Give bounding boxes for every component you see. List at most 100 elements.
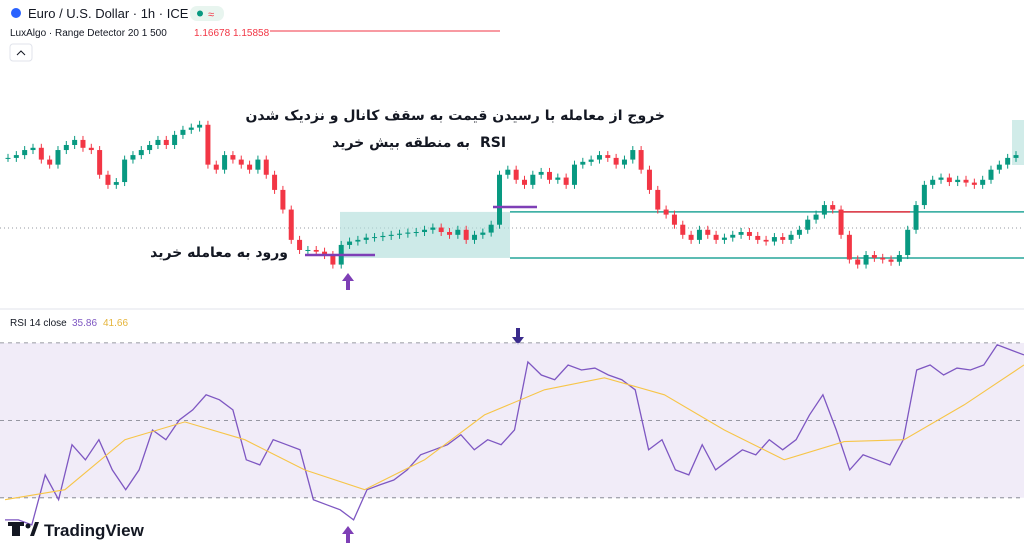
candle-body xyxy=(663,209,669,215)
candle-body xyxy=(405,232,411,234)
chevron xyxy=(16,50,26,56)
candle-body xyxy=(413,232,419,234)
candle-body xyxy=(730,234,736,238)
candle-body xyxy=(755,235,761,240)
candle-body xyxy=(355,239,361,242)
candle-body xyxy=(272,174,278,190)
candle-body xyxy=(646,169,652,190)
candle-body xyxy=(813,214,819,220)
candle-body xyxy=(980,179,986,185)
status-dot xyxy=(197,10,203,17)
candle-body xyxy=(596,155,602,160)
rsi-pane xyxy=(0,342,1024,526)
price-pane xyxy=(5,120,1024,269)
candle-body xyxy=(821,205,827,215)
candle-body xyxy=(13,155,19,158)
status-badge xyxy=(190,6,224,21)
symbol-title: Euro / U.S. Dollar · 1h · ICE xyxy=(28,6,189,21)
range-box xyxy=(1012,120,1024,165)
candle-body xyxy=(122,159,128,183)
candle-body xyxy=(97,150,103,175)
candle-body xyxy=(746,232,752,236)
candle-body xyxy=(988,169,994,180)
candle-body xyxy=(538,171,544,175)
candle-body xyxy=(30,147,36,151)
candle-body xyxy=(222,155,228,170)
brand-name: TradingView xyxy=(44,521,145,540)
candle-body xyxy=(855,259,861,265)
annotation: خروج از معامله با رسیدن قیمت به سقف کانا… xyxy=(245,108,665,124)
candle-body xyxy=(438,227,444,233)
candle-body xyxy=(422,229,428,233)
candle-body xyxy=(255,159,261,170)
down-arrow xyxy=(512,328,524,345)
symbol-icon xyxy=(11,8,21,18)
candle-body xyxy=(22,150,28,156)
candle-body xyxy=(263,159,269,175)
candle-body xyxy=(322,251,328,256)
candle-body xyxy=(72,139,78,145)
candle-body xyxy=(238,159,244,165)
candle-body xyxy=(447,232,453,235)
candle-body xyxy=(621,159,627,165)
candle-body xyxy=(388,234,394,236)
candle-body xyxy=(838,209,844,235)
logo xyxy=(12,522,20,536)
candle-body xyxy=(230,155,236,160)
candle-body xyxy=(88,147,94,151)
candle-body xyxy=(155,139,161,145)
candle-body xyxy=(455,229,461,235)
candle-body xyxy=(280,189,286,210)
candle-body xyxy=(380,235,386,238)
candle-body xyxy=(963,179,969,183)
annotation: ورود به معامله خرید xyxy=(150,245,288,261)
candle-body xyxy=(163,139,169,145)
candle-body xyxy=(38,147,44,160)
candle-body xyxy=(472,234,478,240)
candle-body xyxy=(705,229,711,235)
candle-body xyxy=(680,224,686,235)
candle-body xyxy=(130,155,136,160)
candle-body xyxy=(688,234,694,240)
candle-body xyxy=(613,157,619,165)
candle-body xyxy=(80,139,86,148)
up-arrow xyxy=(342,526,354,543)
candle-body xyxy=(946,177,952,183)
candle-body xyxy=(1013,155,1019,158)
candle-body xyxy=(696,229,702,240)
collapse-button[interactable] xyxy=(9,43,33,62)
candle-body xyxy=(47,159,53,165)
candle-body xyxy=(738,232,744,235)
candle-body xyxy=(530,174,536,185)
candle-body xyxy=(905,229,911,256)
candle-body xyxy=(563,177,569,185)
candle-body xyxy=(313,249,319,252)
candle-body xyxy=(138,150,144,156)
candle-body xyxy=(571,164,577,185)
candle-body xyxy=(580,161,586,165)
candle-body xyxy=(505,169,511,175)
candle-body xyxy=(363,237,369,240)
candle-body xyxy=(671,214,677,225)
candle-body xyxy=(713,234,719,240)
candle-body xyxy=(546,171,552,180)
candle-body xyxy=(297,239,303,250)
candle-body xyxy=(913,205,919,230)
candle-body xyxy=(497,174,503,225)
candle-body xyxy=(638,150,644,170)
candle-body xyxy=(347,241,353,245)
indicator-value: 1.15858 xyxy=(233,28,270,39)
candle-body xyxy=(871,255,877,258)
candle-body xyxy=(846,234,852,260)
candle-body xyxy=(488,224,494,233)
candle-body xyxy=(805,219,811,230)
candle-body xyxy=(955,179,961,183)
candle-body xyxy=(247,164,253,170)
logo xyxy=(25,523,31,529)
logo xyxy=(30,522,39,536)
candle-body xyxy=(105,174,111,185)
candle-body xyxy=(555,177,561,180)
logo xyxy=(8,522,24,526)
